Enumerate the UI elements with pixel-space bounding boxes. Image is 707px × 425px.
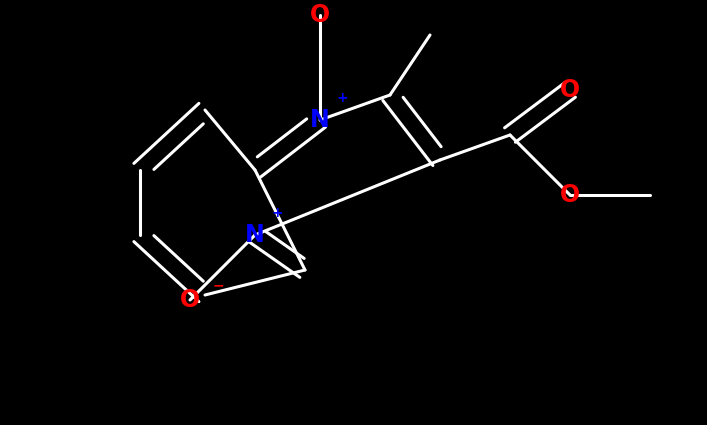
Text: N: N [245, 223, 265, 247]
Text: N: N [310, 108, 330, 132]
Text: O: O [310, 3, 330, 27]
Text: O: O [560, 78, 580, 102]
Text: +: + [337, 91, 348, 105]
Text: +: + [271, 206, 283, 220]
Text: O: O [180, 288, 200, 312]
Text: O: O [560, 183, 580, 207]
Text: −: − [212, 278, 224, 292]
